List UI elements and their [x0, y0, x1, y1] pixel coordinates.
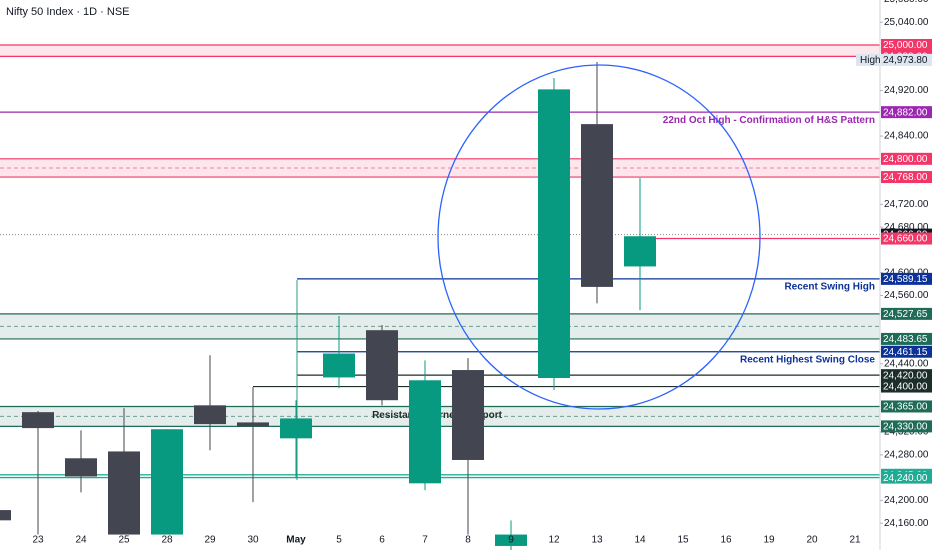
candle-body [409, 380, 441, 484]
price-label-box [881, 232, 932, 245]
price-label: 24,240.00 [883, 473, 928, 484]
price-label-box [881, 152, 932, 165]
price-label: 24,882.00 [883, 107, 928, 118]
price-label: 24,527.65 [883, 309, 928, 320]
candle-body [194, 405, 226, 425]
candle-body [280, 418, 312, 439]
x-tick-label: 9 [508, 535, 514, 546]
price-label: 24,400.00 [883, 382, 928, 393]
axis-layer: 25,080.00 25,040.00 24,920.00 24,840.00 24,7… [32, 0, 932, 546]
chart-title: Nifty 50 Index · 1D · NSE [6, 6, 130, 18]
x-tick-label: 14 [634, 535, 646, 546]
candle-body [452, 370, 484, 460]
tag-box [856, 53, 880, 66]
zone-fill [0, 158, 880, 178]
y-tick-label: 25,080.00 [884, 0, 929, 5]
y-tick-label: 24,600.00 [884, 267, 929, 278]
tag-label: High [860, 55, 881, 66]
x-tick-label: 28 [161, 535, 173, 546]
price-label: 24,973.80 [883, 55, 928, 66]
price-label: 24,768.00 [883, 172, 928, 183]
price-label-box [881, 106, 932, 119]
candles [0, 62, 656, 550]
candle-body [581, 124, 613, 287]
price-label-box [881, 332, 932, 345]
price-label: 24,483.65 [883, 334, 928, 345]
level-annotation: Recent Highest Swing Close [740, 354, 875, 365]
y-tick-label: 24,280.00 [884, 449, 929, 460]
x-tick-label: 19 [763, 535, 775, 546]
candle-body [22, 412, 54, 429]
x-tick-label: 23 [32, 535, 44, 546]
x-tick-label: 5 [336, 535, 342, 546]
highlight-circle [437, 64, 761, 410]
x-tick-label: 25 [118, 535, 130, 546]
candle-body [366, 330, 398, 401]
price-label: 25,000.00 [883, 40, 928, 51]
y-tick-label: 24,920.00 [884, 85, 929, 96]
y-tick-label: 24,200.00 [884, 495, 929, 506]
x-tick-label: 16 [720, 535, 732, 546]
price-label-box [881, 38, 932, 51]
candle-body [538, 89, 570, 379]
y-tick-label: 24,160.00 [884, 518, 929, 529]
price-label-box [881, 53, 932, 66]
y-tick-label: 24,720.00 [884, 199, 929, 210]
y-tick-label: 24,440.00 [884, 358, 929, 369]
x-tick-label: 12 [548, 535, 560, 546]
candle-body [65, 458, 97, 477]
candle-body [237, 422, 269, 427]
y-tick-label: 25,040.00 [884, 17, 929, 28]
price-label-box [881, 471, 932, 484]
price-label-box [881, 369, 932, 382]
x-tick-label: 21 [849, 535, 861, 546]
zone-fill [0, 44, 880, 57]
x-tick-label: 24 [75, 535, 87, 546]
price-label: 24,330.00 [883, 422, 928, 433]
price-label: 24,660.00 [883, 234, 928, 245]
x-tick-label: 7 [422, 535, 428, 546]
price-label: 24,589.15 [883, 274, 928, 285]
price-label: 24,420.00 [883, 370, 928, 381]
price-label-box [881, 400, 932, 413]
candle-body [495, 534, 527, 546]
price-label: 24,365.00 [883, 402, 928, 413]
candle-body [323, 353, 355, 378]
x-tick-label: 6 [379, 535, 385, 546]
price-label-box [881, 345, 932, 358]
x-tick-label: 20 [806, 535, 818, 546]
price-label-box [881, 171, 932, 184]
candle-body [624, 236, 656, 267]
price-label-box [881, 307, 932, 320]
x-tick-label: May [286, 535, 306, 546]
candle-body [151, 429, 183, 535]
price-label: 24,461.15 [883, 347, 928, 358]
x-tick-label: 30 [247, 535, 259, 546]
price-label-box [881, 380, 932, 393]
candle-body [0, 510, 11, 521]
x-tick-label: 8 [465, 535, 471, 546]
price-label: 24,800.00 [883, 154, 928, 165]
zone-fill [0, 313, 880, 339]
level-annotation: Recent Swing High [784, 282, 875, 293]
y-tick-label: 24,840.00 [884, 131, 929, 142]
price-label-box [881, 420, 932, 433]
level-annotation: 22nd Oct High - Confirmation of H&S Patt… [663, 115, 875, 126]
x-tick-label: 13 [591, 535, 603, 546]
y-tick-label: 24,560.00 [884, 290, 929, 301]
candle-body [108, 451, 140, 535]
x-tick-label: 15 [677, 535, 689, 546]
y-tick-label: 24,680.00 [884, 222, 929, 233]
x-tick-label: 29 [204, 535, 216, 546]
price-label-box [881, 272, 932, 285]
